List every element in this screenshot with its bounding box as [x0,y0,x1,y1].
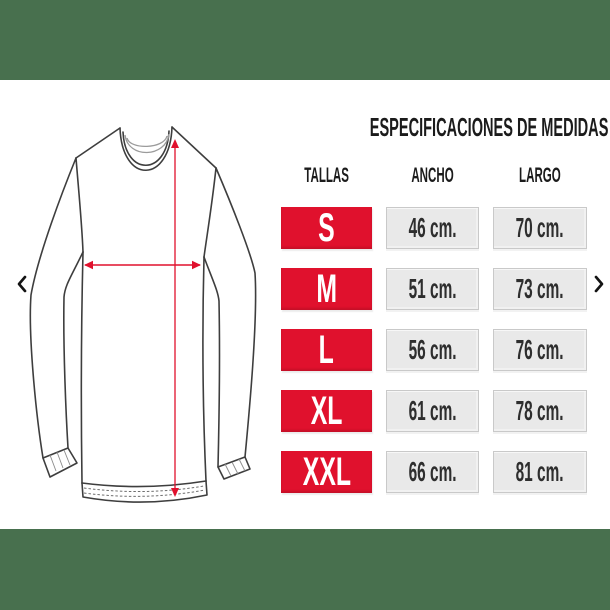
carousel-previous-button[interactable] [11,271,33,297]
top-green-band [0,0,610,80]
largo-value: 73 cm. [516,273,564,304]
largo-value: 76 cm. [516,334,564,365]
largo-value-cell: 70 cm. [493,207,587,249]
ancho-value-cell: 61 cm. [386,390,479,432]
table-row: XXL 66 cm. 81 cm. [281,451,587,493]
table-row: M 51 cm. 73 cm. [281,268,587,310]
chevron-left-icon [17,275,27,293]
ancho-width-arrow [84,260,201,270]
carousel-next-button[interactable] [588,271,610,297]
size-label: M [316,267,337,311]
ancho-value: 61 cm. [408,395,457,426]
ancho-value: 46 cm. [408,212,457,243]
shirt-outline [29,126,257,503]
ancho-value-cell: 56 cm. [386,329,479,371]
largo-value: 81 cm. [516,456,564,487]
size-label: S [318,206,335,250]
ancho-value-cell: 46 cm. [386,207,479,249]
collar-ribbing [124,133,170,154]
size-badge: S [281,207,372,249]
ancho-value: 56 cm. [408,334,457,365]
size-label: L [318,328,335,372]
bottom-green-band [0,529,610,610]
ancho-value-cell: 66 cm. [386,451,479,493]
largo-value: 70 cm. [516,212,564,243]
ancho-value: 51 cm. [408,273,457,304]
table-row: L 56 cm. 76 cm. [281,329,587,371]
ancho-value-cell: 51 cm. [386,268,479,310]
hem-stitching [83,485,206,497]
largo-value-cell: 78 cm. [493,390,587,432]
size-badge: L [281,329,372,371]
column-header-largo: LARGO [519,164,561,187]
size-chart-rows: S 46 cm. 70 cm. M 51 cm. 73 cm. L 56 cm.… [281,207,587,493]
size-badge: XL [281,390,372,432]
column-header-ancho: ANCHO [411,164,454,187]
chevron-right-icon [594,275,604,293]
cuff-ribbing [49,449,246,477]
ancho-value: 66 cm. [408,456,457,487]
size-badge: XXL [281,451,372,493]
size-chart-header-row: TALLAS ANCHO LARGO [281,165,587,189]
largo-value: 78 cm. [516,395,564,426]
size-label: XXL [302,450,351,494]
table-row: XL 61 cm. 78 cm. [281,390,587,432]
largo-value-cell: 81 cm. [493,451,587,493]
size-label: XL [310,389,343,433]
largo-value-cell: 73 cm. [493,268,587,310]
size-badge: M [281,268,372,310]
largo-length-arrow [171,139,179,497]
size-chart-title: ESPECIFICACIONES DE MEDIDAS [369,112,609,142]
column-header-tallas: TALLAS [304,164,349,187]
largo-value-cell: 76 cm. [493,329,587,371]
table-row: S 46 cm. 70 cm. [281,207,587,249]
shirt-measurement-diagram [29,126,257,503]
